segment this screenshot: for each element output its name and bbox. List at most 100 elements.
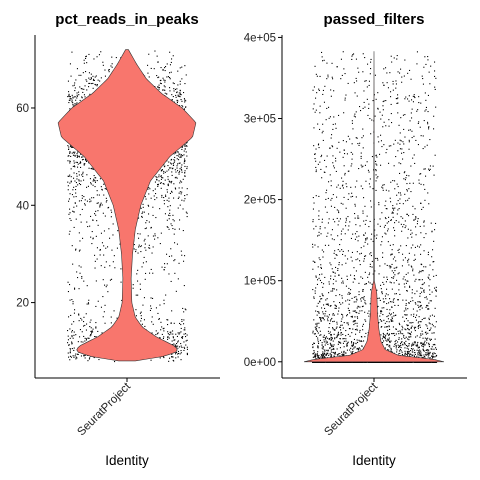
data-point bbox=[416, 310, 418, 312]
data-point bbox=[171, 340, 173, 342]
data-point bbox=[326, 304, 328, 306]
data-point bbox=[367, 169, 369, 171]
data-point bbox=[78, 94, 80, 96]
data-point bbox=[182, 155, 184, 157]
data-point bbox=[147, 64, 149, 66]
data-point bbox=[95, 210, 97, 212]
data-point bbox=[395, 339, 397, 341]
data-point bbox=[173, 339, 175, 341]
data-point bbox=[161, 266, 163, 268]
data-point bbox=[120, 281, 122, 283]
data-point bbox=[171, 171, 173, 173]
data-point bbox=[344, 174, 346, 176]
data-point bbox=[78, 74, 80, 76]
data-point bbox=[429, 168, 431, 170]
data-point bbox=[360, 340, 362, 342]
data-point bbox=[399, 202, 401, 204]
data-point bbox=[154, 233, 156, 235]
data-point bbox=[363, 340, 365, 342]
data-point bbox=[180, 324, 182, 326]
data-point bbox=[406, 324, 408, 326]
data-point bbox=[185, 309, 187, 311]
data-point bbox=[183, 260, 185, 262]
data-point bbox=[97, 224, 99, 226]
data-point bbox=[183, 162, 185, 164]
data-point bbox=[106, 284, 108, 286]
data-point bbox=[137, 269, 139, 271]
data-point bbox=[112, 223, 114, 225]
data-point bbox=[176, 88, 178, 90]
data-point bbox=[402, 226, 404, 228]
data-point bbox=[183, 346, 185, 348]
data-point bbox=[152, 246, 154, 248]
data-point bbox=[379, 225, 381, 227]
data-point bbox=[375, 237, 377, 239]
data-point bbox=[172, 333, 174, 335]
data-point bbox=[382, 101, 384, 103]
data-point bbox=[175, 188, 177, 190]
data-point bbox=[175, 333, 177, 335]
data-point bbox=[166, 199, 168, 201]
data-point bbox=[416, 343, 418, 345]
data-point bbox=[357, 67, 359, 69]
data-point bbox=[75, 192, 77, 194]
data-point bbox=[411, 108, 413, 110]
data-point bbox=[399, 198, 401, 200]
data-point bbox=[108, 69, 110, 71]
data-point bbox=[398, 221, 400, 223]
data-point bbox=[383, 100, 385, 102]
data-point bbox=[395, 333, 397, 335]
data-point bbox=[150, 67, 152, 69]
data-point bbox=[167, 76, 169, 78]
data-point bbox=[180, 99, 182, 101]
data-point bbox=[404, 279, 406, 281]
data-point bbox=[137, 233, 139, 235]
data-point bbox=[407, 259, 409, 261]
data-point bbox=[147, 72, 149, 74]
data-point bbox=[435, 106, 437, 108]
data-point bbox=[182, 230, 184, 232]
data-point bbox=[152, 206, 154, 208]
data-point bbox=[400, 347, 402, 349]
data-point bbox=[335, 307, 337, 309]
data-point bbox=[132, 287, 134, 289]
data-point bbox=[338, 274, 340, 276]
data-point bbox=[359, 306, 361, 308]
data-point bbox=[150, 305, 152, 307]
data-point bbox=[152, 235, 154, 237]
data-point bbox=[352, 350, 354, 352]
data-point bbox=[144, 247, 146, 249]
data-point bbox=[104, 266, 106, 268]
data-point bbox=[322, 353, 324, 355]
data-point bbox=[167, 165, 169, 167]
data-point bbox=[324, 244, 326, 246]
data-point bbox=[78, 250, 80, 252]
data-point bbox=[105, 188, 107, 190]
data-point bbox=[341, 74, 343, 76]
data-point bbox=[72, 337, 74, 339]
data-point bbox=[82, 171, 84, 173]
data-point bbox=[409, 354, 411, 356]
data-point bbox=[111, 56, 113, 58]
data-point bbox=[157, 86, 159, 88]
data-point bbox=[381, 146, 383, 148]
data-point bbox=[185, 340, 187, 342]
data-point bbox=[339, 294, 341, 296]
data-point bbox=[158, 318, 160, 320]
data-point bbox=[360, 157, 362, 159]
data-point bbox=[428, 317, 430, 319]
data-point bbox=[72, 97, 74, 99]
data-point bbox=[434, 88, 436, 90]
data-point bbox=[72, 85, 74, 87]
data-point bbox=[184, 99, 186, 101]
data-point bbox=[312, 260, 314, 262]
data-point bbox=[377, 108, 379, 110]
data-point bbox=[92, 82, 94, 84]
data-point bbox=[98, 359, 100, 361]
data-point bbox=[79, 161, 81, 163]
data-point bbox=[365, 239, 367, 241]
data-point bbox=[424, 297, 426, 299]
data-point bbox=[370, 289, 372, 291]
data-point bbox=[361, 297, 363, 299]
data-point bbox=[148, 244, 150, 246]
